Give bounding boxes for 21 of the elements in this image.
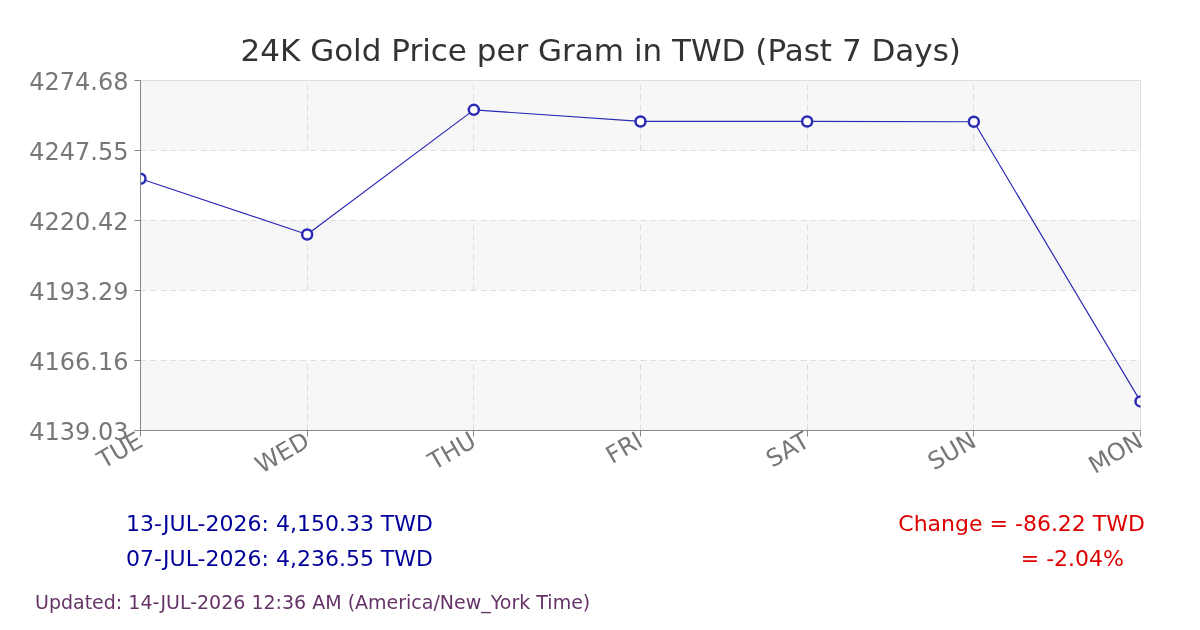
point	[800, 115, 814, 128]
chart-title: 24K Gold Price per Gram in TWD (Past 7 Days)	[240, 32, 961, 68]
annotation: Change = -86.22 TWD	[898, 510, 1145, 538]
y-tick-label: 4274.68	[29, 67, 129, 96]
annotation: 13-JUL-2026: 4,150.33 TWD	[125, 510, 433, 538]
x-tick-label: SUN	[922, 426, 981, 476]
annotation: 07-JUL-2026: 4,236.55 TWD	[125, 545, 433, 573]
y-tick-label: 4166.16	[29, 347, 129, 376]
x-tick-label: SAT	[761, 426, 815, 474]
point	[300, 228, 314, 241]
point	[967, 115, 981, 128]
annotation: = -2.04%	[1020, 545, 1124, 573]
x-tick-label: THU	[422, 426, 481, 477]
annotation: Updated: 14-JUL-2026 12:36 AM (America/New_York Time)	[35, 590, 591, 614]
x-tick-label: WED	[250, 426, 315, 480]
y-tick-label: 4247.55	[29, 137, 129, 166]
point	[634, 115, 647, 128]
y-tick-label: 4220.42	[29, 207, 129, 236]
x-tick-label: FRI	[600, 426, 648, 470]
y-tick-label: 4193.29	[29, 277, 129, 306]
point	[467, 103, 481, 117]
